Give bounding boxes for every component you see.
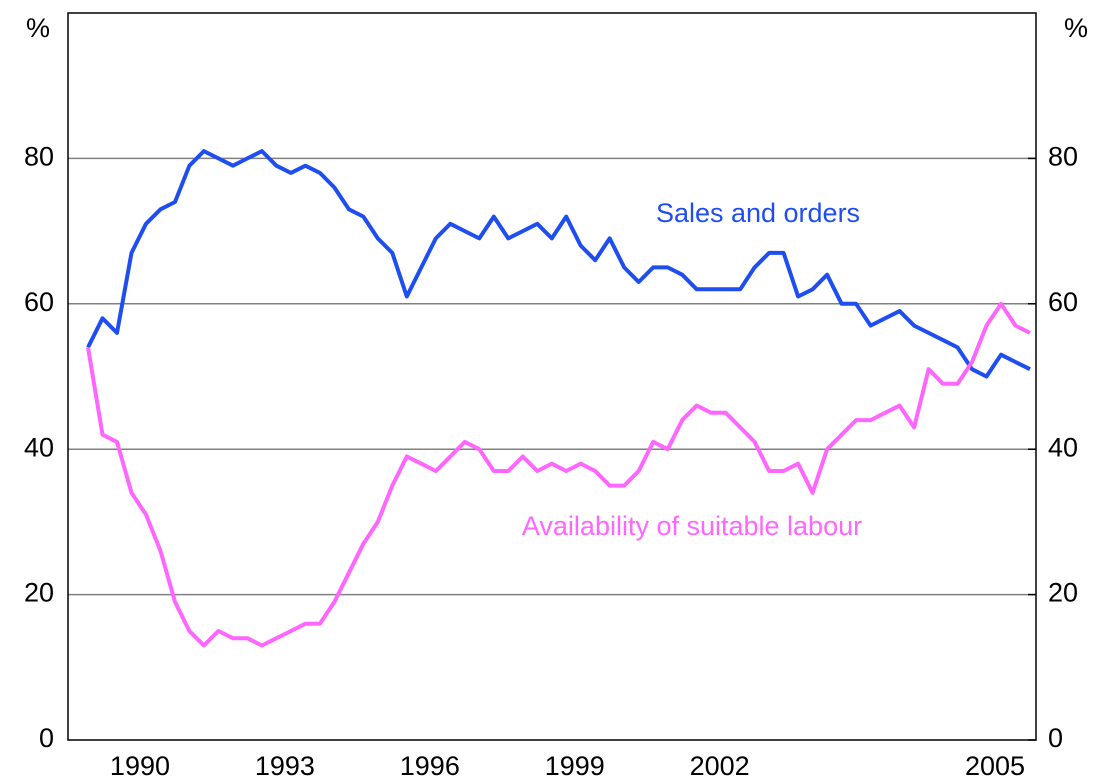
x-tick-label: 1993 bbox=[255, 751, 315, 781]
y-axis-label: % bbox=[26, 13, 50, 43]
y2-tick-label: 80 bbox=[1048, 142, 1078, 172]
x-tick-label: 1996 bbox=[400, 751, 460, 781]
y2-tick-label: 0 bbox=[1048, 723, 1063, 753]
series-line bbox=[86, 149, 1031, 379]
x-tick-label: 1999 bbox=[545, 751, 605, 781]
y-tick-label: 60 bbox=[24, 287, 54, 317]
y2-tick-label: 40 bbox=[1048, 432, 1078, 462]
y-tick-label: 80 bbox=[24, 142, 54, 172]
y-tick-label: 0 bbox=[39, 723, 54, 753]
x-tick-label: 2002 bbox=[690, 751, 750, 781]
plot-frame bbox=[67, 12, 1037, 741]
x-tick-label: 1990 bbox=[110, 751, 170, 781]
y2-tick-label: 20 bbox=[1048, 578, 1078, 608]
series-label: Sales and orders bbox=[656, 198, 860, 228]
y-tick-label: 40 bbox=[24, 432, 54, 462]
series-line bbox=[86, 301, 1031, 648]
y2-tick-label: 60 bbox=[1048, 287, 1078, 317]
y2-axis-label: % bbox=[1064, 13, 1088, 43]
x-tick-label: 2005 bbox=[965, 751, 1025, 781]
y-tick-label: 20 bbox=[24, 578, 54, 608]
series-label: Availability of suitable labour bbox=[522, 511, 862, 541]
